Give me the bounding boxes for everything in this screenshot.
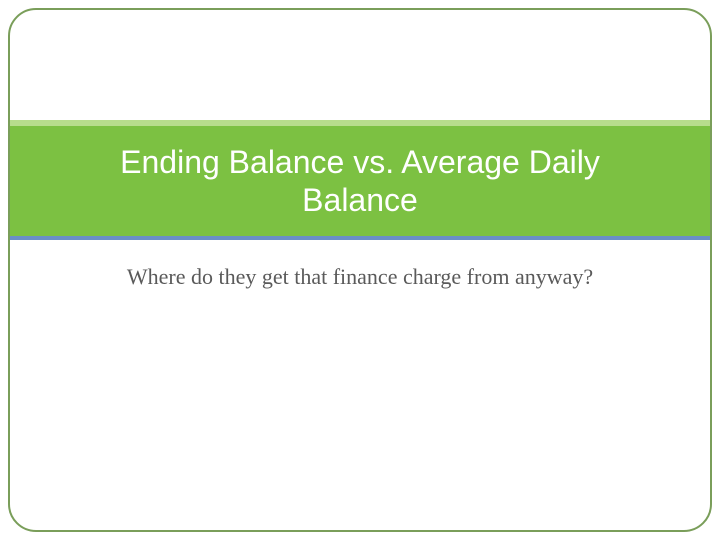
slide-title: Ending Balance vs. Average Daily Balance [60, 143, 660, 220]
slide-subtitle: Where do they get that finance charge fr… [50, 262, 670, 292]
title-band: Ending Balance vs. Average Daily Balance [8, 120, 712, 240]
slide-frame: Ending Balance vs. Average Daily Balance… [8, 8, 712, 532]
subtitle-area: Where do they get that finance charge fr… [50, 262, 670, 292]
